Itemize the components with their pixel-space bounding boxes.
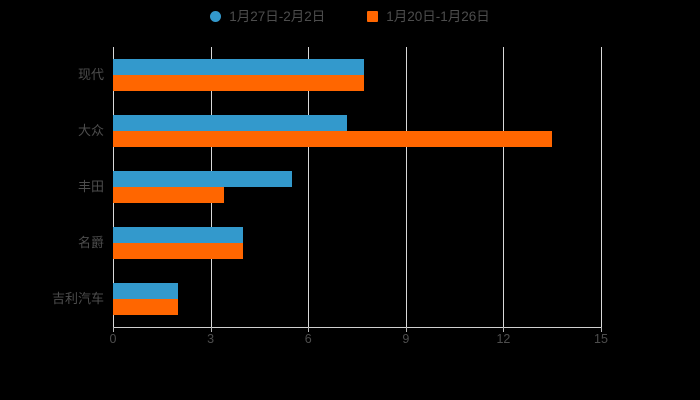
legend-item-series-2[interactable]: 1月20日-1月26日 [367, 10, 490, 24]
bar-series-1[interactable] [113, 115, 348, 131]
bar-series-2[interactable] [113, 243, 244, 259]
x-axis-tick [113, 327, 114, 332]
x-axis-tick [308, 327, 310, 332]
chart-category-row: 吉利汽车 [52, 283, 601, 315]
y-axis-category-label: 名爵 [77, 235, 104, 250]
x-axis-tick [503, 327, 505, 332]
chart-category-row: 名爵 [78, 227, 601, 259]
bar-series-2[interactable] [113, 131, 553, 147]
bar-series-1[interactable] [113, 227, 244, 243]
legend-label-series-1: 1月27日-2月2日 [229, 9, 326, 24]
plot-area: 现代大众丰田名爵吉利汽车 [52, 47, 602, 327]
gridline [503, 47, 505, 327]
chart-category-row: 丰田 [78, 171, 601, 203]
bar-series-1[interactable] [113, 171, 292, 187]
x-axis-tick-label: 15 [594, 332, 608, 346]
legend-label-series-2: 1月20日-1月26日 [386, 9, 490, 24]
bar-series-2[interactable] [113, 299, 179, 315]
y-axis-category-label: 现代 [77, 67, 104, 82]
bar-series-2[interactable] [113, 187, 224, 203]
legend-item-series-1[interactable]: 1月27日-2月2日 [210, 10, 325, 24]
gridline [308, 47, 310, 327]
chart-category-row: 现代 [78, 59, 601, 91]
y-axis-category-label: 吉利汽车 [51, 291, 104, 306]
bar-series-2[interactable] [113, 75, 364, 91]
gridline [601, 47, 602, 327]
y-axis-category-label: 丰田 [77, 179, 104, 194]
x-axis-tick-label: 9 [402, 332, 410, 346]
legend-dot-icon [210, 11, 222, 23]
x-axis-tick [405, 327, 407, 332]
x-axis-line [113, 327, 602, 328]
x-axis-tick-label: 3 [207, 332, 215, 346]
chart-legend: 1月27日-2月2日 1月20日-1月26日 [0, 10, 700, 24]
x-axis-tick-label: 6 [304, 332, 312, 346]
bar-series-1[interactable] [113, 59, 364, 75]
x-axis-tick [601, 327, 602, 332]
x-axis-tick-label: 0 [109, 332, 117, 346]
x-axis-tick [210, 327, 212, 332]
y-axis-category-label: 大众 [77, 123, 104, 138]
gridline [405, 47, 407, 327]
bar-series-1[interactable] [113, 283, 179, 299]
x-axis-tick-label: 12 [496, 332, 511, 346]
legend-square-icon [367, 11, 379, 23]
chart-category-row: 大众 [78, 115, 601, 147]
